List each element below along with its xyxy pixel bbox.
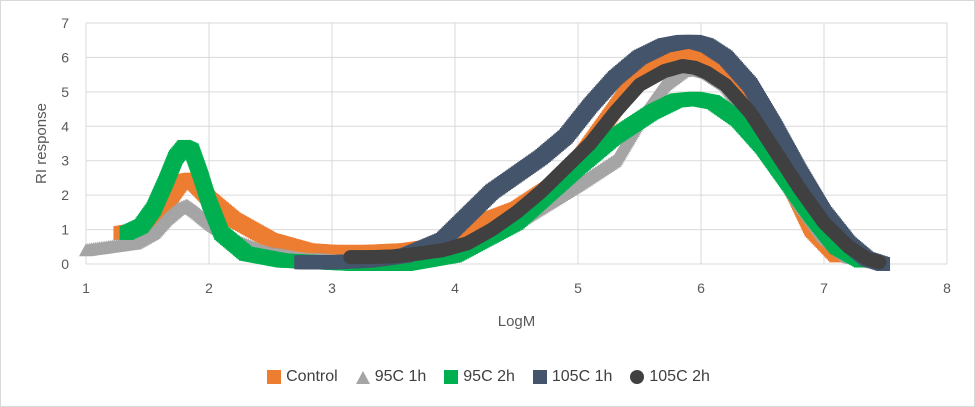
- y-tick-label: 2: [61, 187, 69, 203]
- legend-label: 105C 1h: [551, 368, 613, 385]
- gridlines: [85, 22, 948, 265]
- y-tick-label: 3: [61, 153, 69, 169]
- legend-label: 105C 2h: [649, 368, 710, 385]
- triangle-marker-icon: [355, 370, 370, 384]
- x-tick-label: 8: [943, 280, 951, 296]
- y-tick-label: 4: [61, 118, 69, 134]
- legend-label: 95C 1h: [374, 368, 427, 385]
- x-tick-label: 4: [451, 280, 459, 296]
- square-marker-icon: [267, 370, 282, 384]
- y-tick-label: 1: [61, 222, 69, 238]
- legend-item: Control: [267, 368, 338, 386]
- circle-marker-icon: [630, 370, 645, 384]
- x-tick-label: 3: [328, 280, 336, 296]
- legend-item: 105C 2h: [630, 368, 710, 386]
- y-tick-label: 5: [61, 84, 69, 100]
- x-tick-label: 5: [574, 280, 582, 296]
- legend-label: 95C 2h: [463, 368, 515, 385]
- square-marker-icon: [444, 370, 459, 384]
- y-tick-label: 0: [61, 256, 69, 272]
- x-axis-title: LogM: [498, 313, 536, 330]
- series-105c-2h: [343, 59, 887, 270]
- square-marker-icon: [532, 370, 547, 384]
- x-tick-label: 6: [697, 280, 705, 296]
- legend-item: 105C 1h: [532, 368, 613, 386]
- legend-item: 95C 2h: [444, 368, 515, 386]
- x-tick-label: 2: [205, 280, 213, 296]
- x-tick-label: 7: [820, 280, 828, 296]
- legend: Control 95C 1h 95C 2h 105C 1h 105C 2h: [1, 365, 975, 389]
- legend-label: Control: [286, 368, 338, 385]
- y-axis-title: RI response: [33, 103, 50, 184]
- x-tick-label: 1: [82, 280, 90, 296]
- y-tick-label: 7: [61, 15, 69, 31]
- legend-item: 95C 1h: [355, 368, 427, 386]
- y-tick-label: 6: [61, 49, 69, 65]
- data-point: [872, 255, 887, 270]
- series-layer: [79, 34, 891, 271]
